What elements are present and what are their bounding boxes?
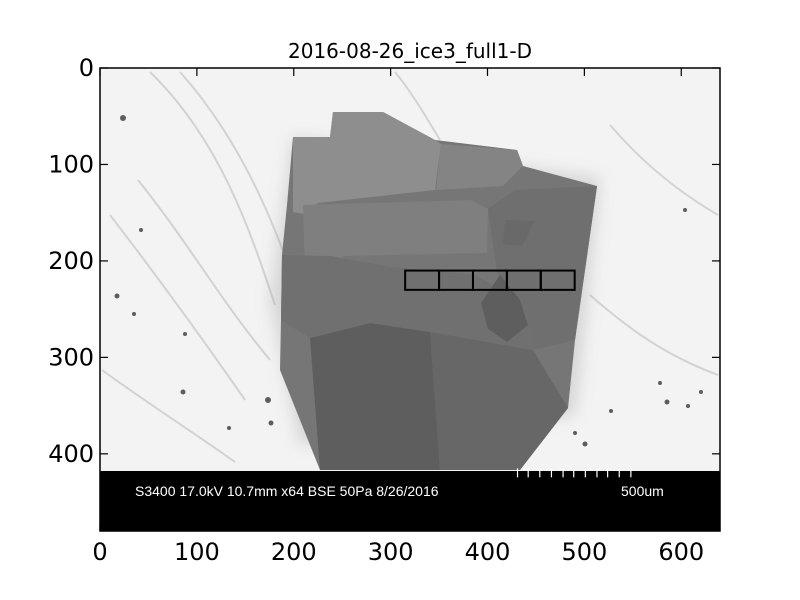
sem-scale-label: 500um [621,483,664,499]
x-tick-label-500: 500 [561,538,607,566]
x-tick-label-200: 200 [271,538,317,566]
y-axis: 0 100 200 300 400 [48,54,720,468]
sem-info-bar [100,471,720,531]
x-tick-label-0: 0 [92,538,107,566]
overlay-box-grid [404,269,576,291]
ice-crystal [280,112,597,470]
x-axis: 0 100 200 300 400 500 600 [92,68,704,566]
y-tick-label-0: 0 [79,54,94,82]
y-tick-label-300: 300 [48,343,94,371]
y-tick-label-200: 200 [48,247,94,275]
x-tick-label-300: 300 [368,538,414,566]
x-tick-label-600: 600 [658,538,704,566]
x-tick-label-400: 400 [465,538,511,566]
substrate-debris [114,115,703,447]
plot-frame [99,67,721,532]
plot-area: S3400 17.0kV 10.7mm x64 BSE 50Pa 8/26/20… [100,68,720,531]
sem-scale-ticks [516,468,632,478]
figure-title: 2016-08-26_ice3_full1-D [288,39,532,63]
x-tick-label-100: 100 [174,538,220,566]
substrate-scratches [101,71,719,463]
y-tick-label-100: 100 [48,150,94,178]
y-tick-label-400: 400 [48,440,94,468]
overlay-box-5 [539,269,576,291]
sem-info-text: S3400 17.0kV 10.7mm x64 BSE 50Pa 8/26/20… [135,483,439,499]
